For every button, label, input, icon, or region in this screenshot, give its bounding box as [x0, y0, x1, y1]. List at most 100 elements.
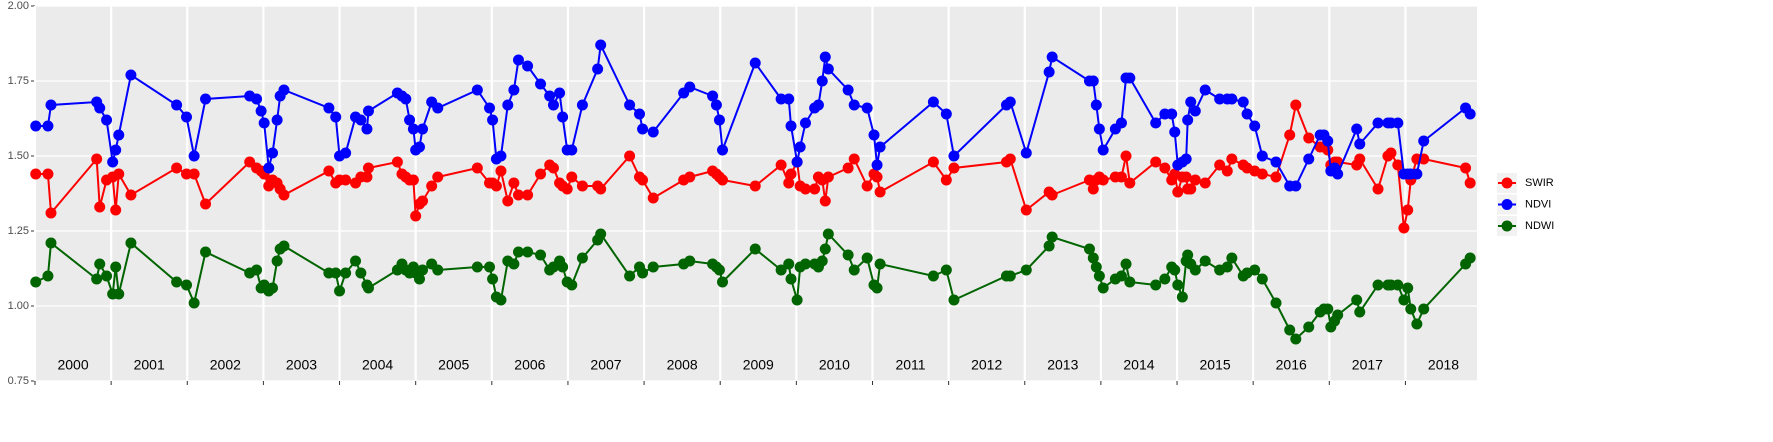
series-point — [1214, 93, 1226, 105]
year-label: 2011 — [895, 357, 925, 373]
series-point — [592, 63, 604, 75]
series-point — [717, 174, 729, 186]
series-point — [1303, 153, 1315, 165]
series-point — [91, 273, 103, 285]
series-point — [707, 90, 719, 102]
series-point — [432, 102, 444, 114]
series-point — [554, 87, 566, 99]
year-label: 2008 — [667, 357, 698, 373]
series-point — [1332, 168, 1344, 180]
series-point — [861, 102, 873, 114]
series-point — [362, 162, 374, 174]
series-point — [522, 246, 534, 258]
series-point — [404, 114, 416, 126]
series-point — [508, 177, 520, 189]
series-point — [1284, 129, 1296, 141]
series-point — [1221, 165, 1233, 177]
series-point — [323, 165, 335, 177]
series-point — [1097, 144, 1109, 156]
series-point — [45, 207, 57, 219]
series-point — [816, 75, 828, 87]
series-point — [819, 195, 831, 207]
series-point — [1402, 282, 1414, 294]
year-label: 2005 — [438, 357, 469, 373]
year-label: 2001 — [134, 357, 165, 373]
series-point — [861, 180, 873, 192]
series-point — [417, 264, 429, 276]
series-point — [42, 168, 54, 180]
series-point — [819, 51, 831, 63]
series-point — [91, 153, 103, 165]
series-point — [1303, 132, 1315, 144]
series-point — [940, 108, 952, 120]
series-point — [1270, 171, 1282, 183]
series-point — [508, 84, 520, 96]
series-point — [785, 168, 797, 180]
series-point — [1185, 96, 1197, 108]
series-point — [1372, 117, 1384, 129]
y-tick-label: 1.50 — [8, 150, 29, 162]
series-point — [1392, 159, 1404, 171]
series-point — [495, 294, 507, 306]
series-point — [471, 261, 483, 273]
series-point — [624, 150, 636, 162]
series-point — [1124, 177, 1136, 189]
series-point — [1392, 117, 1404, 129]
series-point — [791, 294, 803, 306]
series-point — [874, 258, 886, 270]
series-point — [940, 174, 952, 186]
series-point — [566, 279, 578, 291]
series-point — [1159, 162, 1171, 174]
series-point — [181, 111, 193, 123]
series-point — [188, 297, 200, 309]
series-point — [94, 201, 106, 213]
legend-label: NDWI — [1525, 220, 1554, 232]
series-point — [1351, 123, 1363, 135]
series-point — [1249, 120, 1261, 132]
series-point — [1172, 279, 1184, 291]
series-point — [1046, 189, 1058, 201]
series-point — [842, 249, 854, 261]
series-point — [188, 150, 200, 162]
series-point — [1464, 108, 1476, 120]
series-point — [1189, 264, 1201, 276]
series-point — [1093, 123, 1105, 135]
series-point — [1020, 264, 1032, 276]
series-point — [30, 276, 42, 288]
series-point — [717, 276, 729, 288]
series-point — [502, 99, 514, 111]
legend-point — [1501, 199, 1513, 210]
series-point — [547, 99, 559, 111]
series-point — [1176, 291, 1188, 303]
series-point — [799, 117, 811, 129]
series-point — [490, 180, 502, 192]
series-point — [512, 54, 524, 66]
series-point — [1256, 273, 1268, 285]
series-point — [871, 171, 883, 183]
series-point — [684, 81, 696, 93]
series-point — [871, 159, 883, 171]
series-point — [1402, 204, 1414, 216]
series-point — [487, 114, 499, 126]
series-point — [566, 144, 578, 156]
series-point — [200, 93, 212, 105]
series-point — [785, 273, 797, 285]
series-point — [561, 183, 573, 195]
year-label: 2010 — [819, 357, 850, 373]
series-point — [547, 162, 559, 174]
series-point — [775, 93, 787, 105]
series-point — [188, 168, 200, 180]
series-point — [30, 168, 42, 180]
series-point — [871, 282, 883, 294]
year-label: 2015 — [1200, 357, 1231, 373]
series-point — [391, 156, 403, 168]
series-point — [566, 171, 578, 183]
series-point — [647, 126, 659, 138]
series-point — [125, 69, 137, 81]
series-point — [407, 123, 419, 135]
series-point — [1411, 168, 1423, 180]
series-point — [544, 90, 556, 102]
year-label: 2017 — [1352, 357, 1383, 373]
series-point — [1322, 303, 1334, 315]
series-point — [1199, 84, 1211, 96]
